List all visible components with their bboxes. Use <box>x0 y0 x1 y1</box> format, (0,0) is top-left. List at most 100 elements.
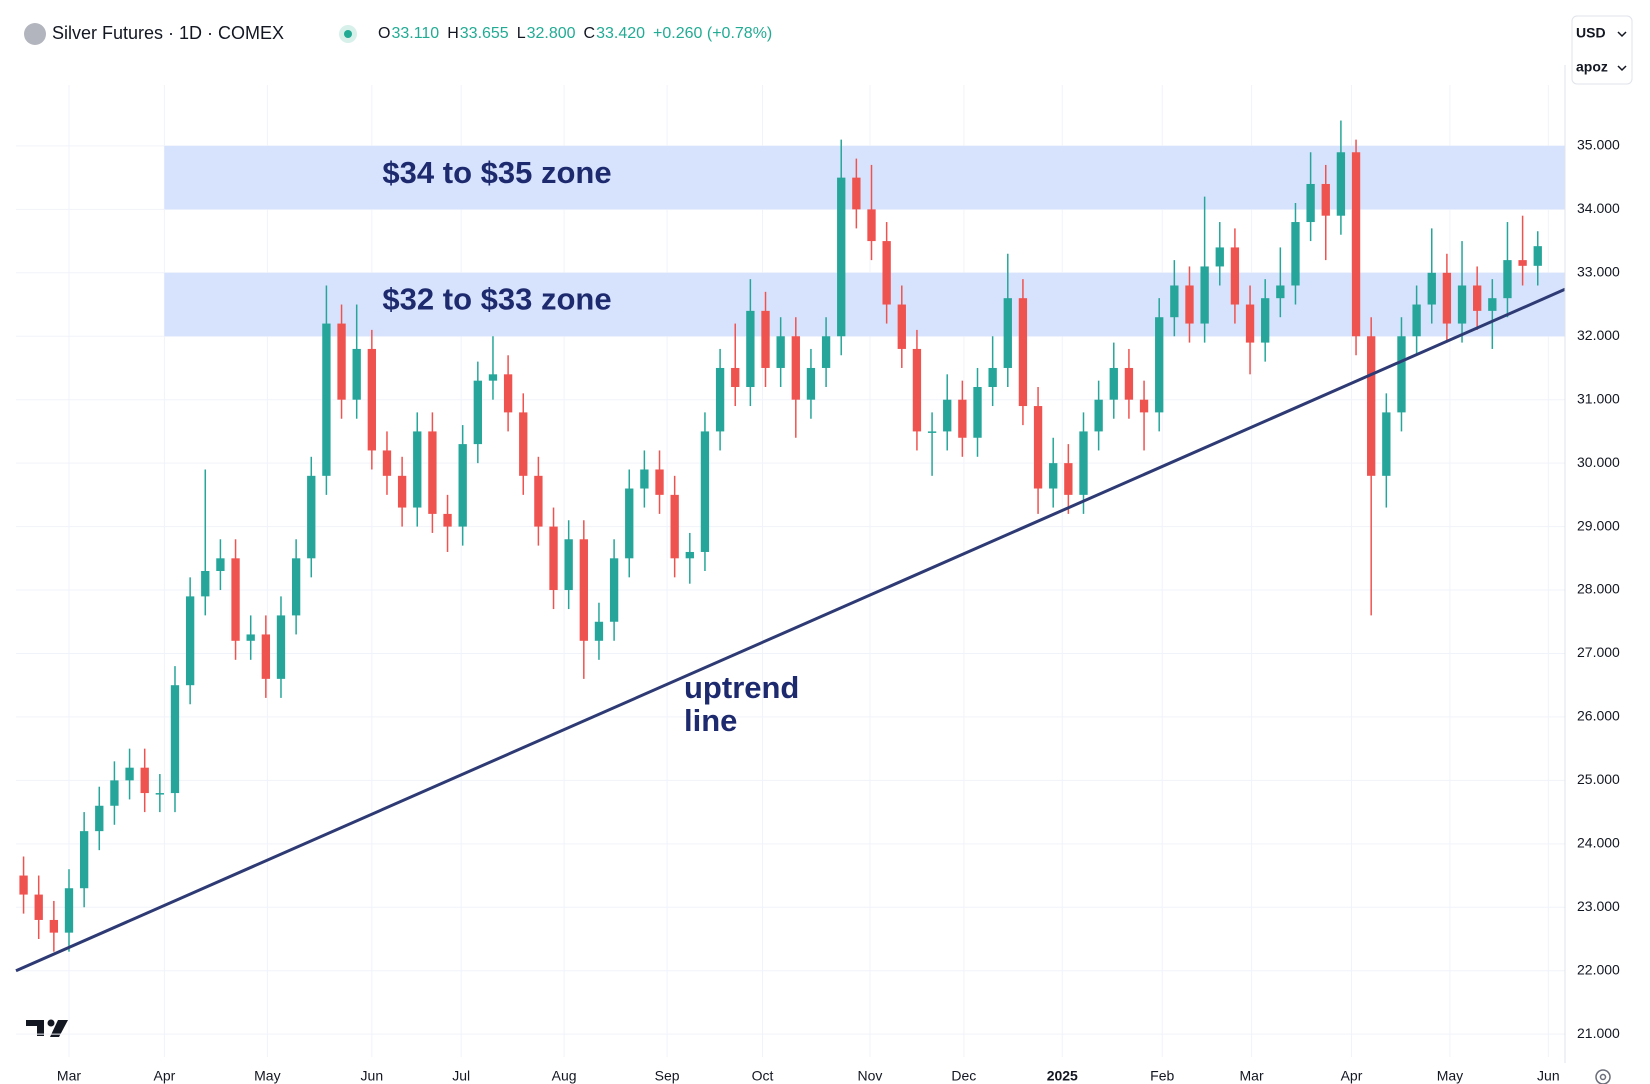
candle-body <box>1215 247 1224 267</box>
candle <box>988 336 997 407</box>
candle <box>1336 120 1346 235</box>
candle-body <box>428 431 437 514</box>
candle <box>1503 222 1512 318</box>
candle-body <box>413 431 422 508</box>
candle-body <box>322 323 331 476</box>
candle <box>1427 228 1436 324</box>
candle <box>1245 285 1255 375</box>
y-tick-label: 24.000 <box>1577 835 1620 851</box>
candle-body <box>1291 222 1300 286</box>
candle-body <box>503 374 513 413</box>
candle <box>79 812 89 908</box>
candle <box>640 450 649 508</box>
candle-body <box>110 780 119 806</box>
candle-body <box>1245 304 1255 343</box>
currency-button[interactable]: USD <box>1576 25 1606 41</box>
candle-body <box>1261 298 1270 343</box>
candle <box>488 336 498 400</box>
candle-body <box>821 336 831 368</box>
x-tick-label: Jun <box>1537 1068 1560 1084</box>
candle-body <box>291 558 301 616</box>
candle <box>1200 196 1209 343</box>
candle <box>1442 253 1452 343</box>
candle <box>352 304 361 419</box>
uptrend-line <box>15 287 1566 973</box>
candle-body <box>806 367 816 400</box>
dropdown-arrow <box>1617 31 1627 38</box>
candle <box>958 380 967 457</box>
candle-body <box>927 431 937 433</box>
candle-body <box>1155 317 1164 413</box>
candle <box>1261 279 1270 362</box>
x-tick-label: Jul <box>452 1068 470 1084</box>
candle <box>1367 317 1376 616</box>
ohlc-value: 33.420 <box>596 25 645 42</box>
candle-body <box>700 431 710 552</box>
candle-body <box>685 551 694 559</box>
candle-body <box>1185 285 1194 324</box>
candle <box>1139 380 1149 451</box>
candle <box>503 355 513 432</box>
candle-body <box>1412 304 1421 337</box>
candle <box>185 577 195 705</box>
candle-body <box>1094 399 1103 432</box>
candle-body <box>625 488 634 559</box>
candle-body <box>34 894 43 920</box>
settings-icon <box>1599 1073 1607 1081</box>
candle-body <box>1124 367 1134 400</box>
price-zone <box>164 272 1566 337</box>
candle <box>473 361 482 464</box>
candle-body <box>776 336 785 368</box>
candle <box>549 507 558 610</box>
candle-body <box>655 469 664 495</box>
candle <box>715 348 725 451</box>
dropdown-arrow <box>1617 65 1627 72</box>
candle-body <box>670 494 679 559</box>
candle <box>761 291 770 388</box>
candle <box>458 425 467 546</box>
candle <box>927 412 937 476</box>
candle-body <box>943 399 952 432</box>
candle-body <box>1503 260 1512 299</box>
candle-body <box>852 177 861 210</box>
y-tick-label: 21.000 <box>1577 1025 1620 1041</box>
candle-body <box>1306 183 1315 223</box>
candle-body <box>1049 463 1058 489</box>
candle-body <box>1276 285 1285 299</box>
candle-body <box>549 526 558 591</box>
candle-body <box>488 374 498 381</box>
candle-body <box>1442 272 1452 324</box>
ohlc-key: H <box>447 25 459 42</box>
candle <box>685 532 694 584</box>
ohlc-key: C <box>584 25 596 42</box>
x-tick-label: Mar <box>1240 1068 1264 1084</box>
candle-body <box>367 348 376 451</box>
candle <box>806 348 816 419</box>
candle-body <box>231 558 240 641</box>
scale-buttons[interactable] <box>1571 15 1633 85</box>
price-zone <box>164 145 1566 210</box>
candle <box>837 139 846 356</box>
candle-body <box>1139 399 1149 413</box>
candle <box>1064 444 1073 514</box>
candle-body <box>1109 367 1118 400</box>
candle <box>1412 285 1421 356</box>
candle <box>1351 139 1361 356</box>
y-tick-label: 32.000 <box>1577 327 1620 343</box>
candle-body <box>1200 266 1209 324</box>
candle <box>322 285 331 495</box>
symbol-icon <box>24 23 46 45</box>
candle <box>1003 253 1012 388</box>
settings-button[interactable] <box>1595 1069 1611 1084</box>
candle <box>700 412 710 571</box>
candle-body <box>473 380 482 445</box>
candle <box>1109 342 1118 419</box>
candle <box>170 666 180 813</box>
candle-body <box>1382 412 1391 476</box>
candle-body <box>594 621 604 641</box>
scale-menu-button[interactable]: apoz <box>1576 59 1608 75</box>
candle-body <box>1336 152 1346 216</box>
candle-body <box>746 310 755 388</box>
y-tick-label: 29.000 <box>1577 517 1620 533</box>
candle <box>821 317 831 388</box>
